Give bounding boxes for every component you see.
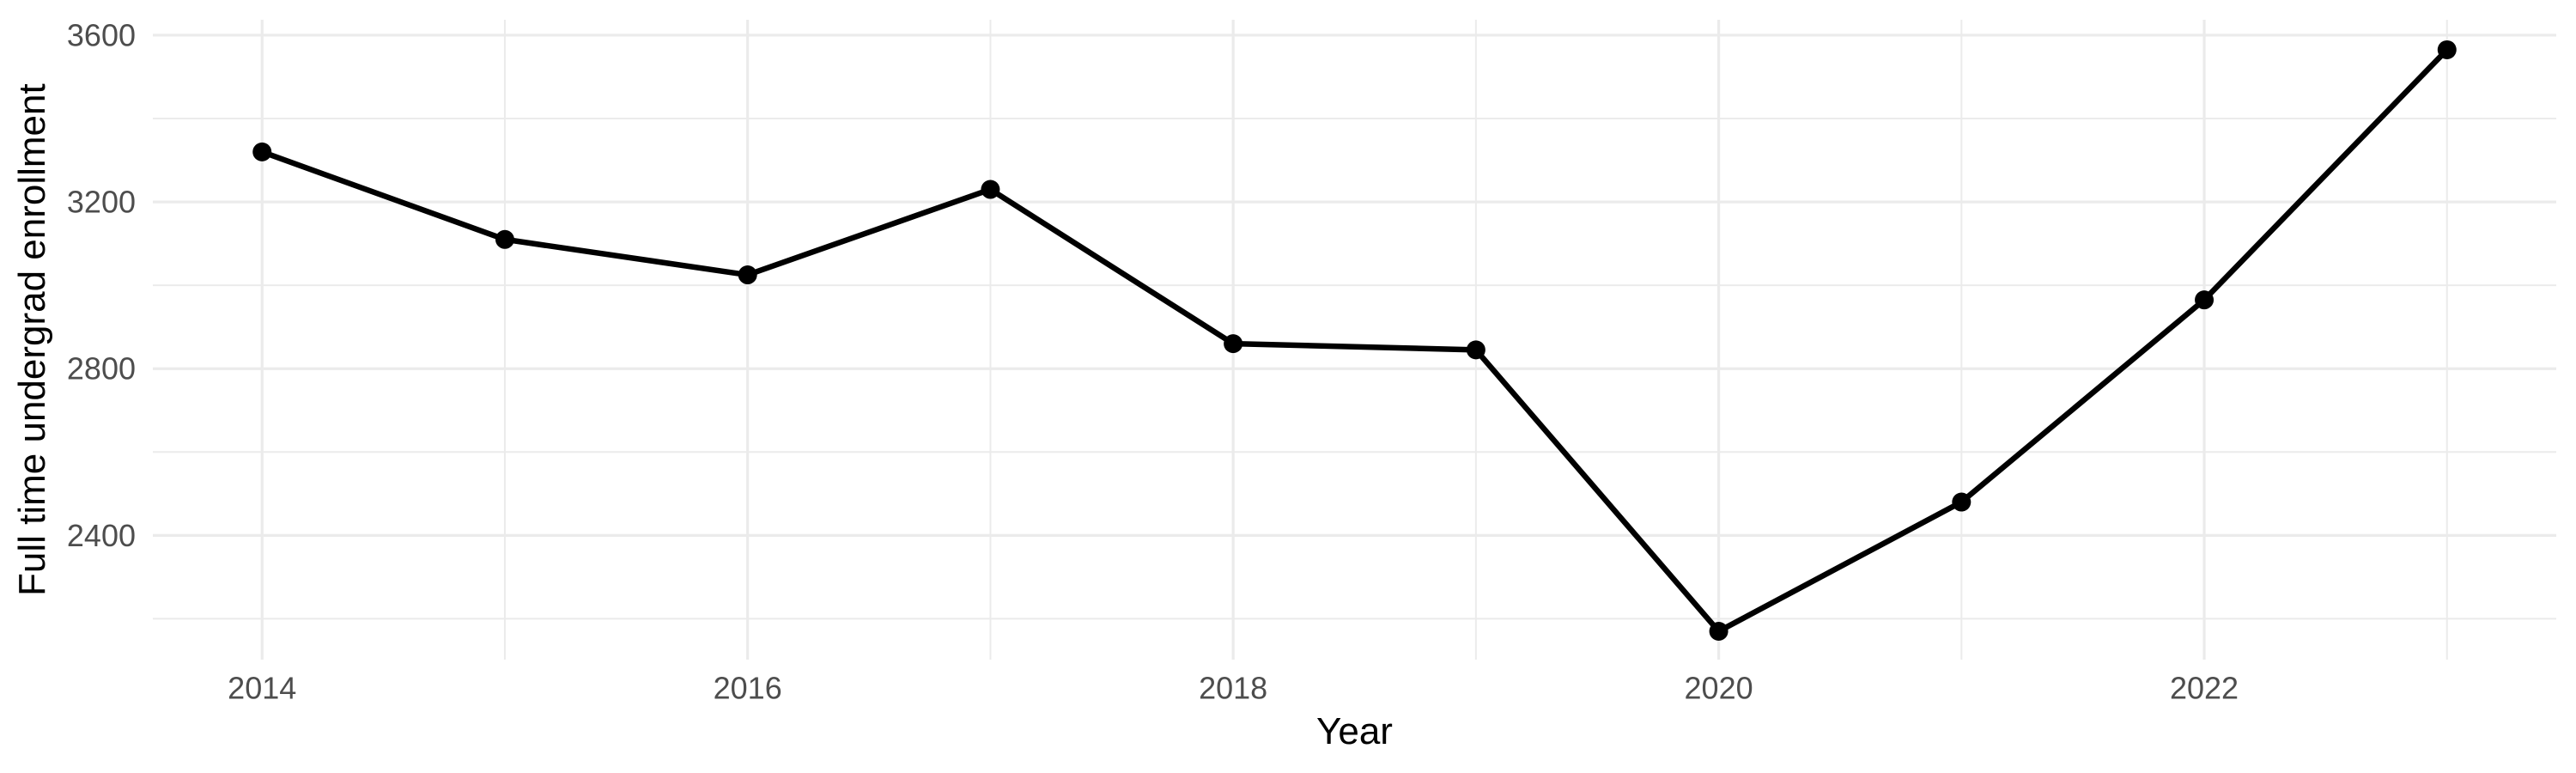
y-axis-title: Full time undergrad enrollment bbox=[10, 20, 55, 660]
data-point-2014 bbox=[252, 142, 272, 161]
data-point-2022 bbox=[2195, 290, 2215, 310]
x-tick-label: 2022 bbox=[2170, 671, 2239, 706]
data-point-2018 bbox=[1224, 334, 1243, 354]
y-tick-label: 2800 bbox=[67, 351, 136, 386]
x-tick-label: 2020 bbox=[1685, 671, 1753, 706]
y-tick-label: 3200 bbox=[67, 185, 136, 220]
data-point-2016 bbox=[738, 265, 757, 285]
y-tick-label: 2400 bbox=[67, 518, 136, 553]
data-point-2015 bbox=[495, 229, 514, 249]
x-axis-title: Year bbox=[1316, 710, 1393, 752]
data-point-2017 bbox=[981, 180, 1000, 199]
y-tick-label: 3600 bbox=[67, 17, 136, 52]
data-point-2019 bbox=[1466, 340, 1485, 360]
data-point-2021 bbox=[1952, 492, 1971, 512]
x-tick-label: 2016 bbox=[714, 671, 782, 706]
enrollment-line bbox=[261, 47, 2450, 635]
x-tick-label: 2018 bbox=[1199, 671, 1267, 706]
data-point-2020 bbox=[1709, 621, 1728, 641]
x-tick-label: 2014 bbox=[228, 671, 296, 706]
y-axis-title-text: Full time undergrad enrollment bbox=[11, 83, 53, 596]
data-point-2023 bbox=[2437, 40, 2457, 59]
